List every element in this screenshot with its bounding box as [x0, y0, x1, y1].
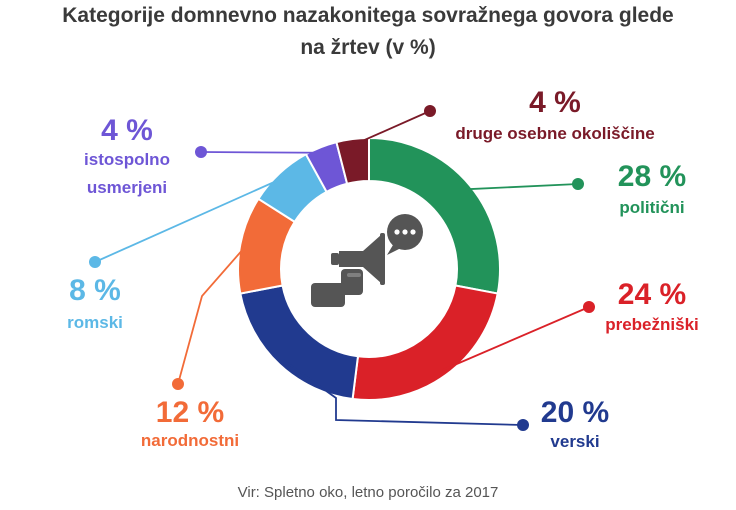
category-label-prebezniski: prebežniški [605, 315, 699, 334]
bubble-dot [402, 229, 408, 235]
category-label-romski: romski [67, 313, 123, 332]
data-label-romski: 8 % [69, 274, 121, 307]
donut-slices [237, 136, 501, 401]
leader-dot-druge [424, 105, 436, 117]
category-label-narodnostni: narodnostni [141, 431, 239, 450]
data-label-narodnostni: 12 % [156, 396, 224, 429]
leader-line-prebezniski [442, 306, 590, 371]
leader-line-politicni [465, 183, 579, 191]
chart-title-line-1: Kategorije domnevno nazakonitega sovražn… [62, 4, 674, 27]
megaphone-mouthpiece [331, 253, 339, 265]
leader-dot-verski [517, 419, 529, 431]
slice-druge [335, 136, 370, 185]
leader-dot-narodnostni [172, 378, 184, 390]
leader-line-druge [352, 110, 431, 146]
slice-labels: 28 % politični 24 % prebežniški 20 % verski 12… [67, 86, 699, 451]
leader-line-romski [94, 177, 284, 263]
leader-line-verski [282, 359, 524, 426]
category-label-istospolno_usmerjeni: istospolno [84, 150, 170, 169]
leader-line-istospolno_usmerjeni [200, 151, 323, 154]
data-label-istospolno_usmerjeni: 4 % [101, 114, 153, 147]
category-label-istospolno_usmerjeni: usmerjeni [87, 178, 167, 197]
chart-title-line-2: na žrtev (v %) [300, 36, 436, 59]
data-label-prebezniski: 24 % [618, 278, 686, 311]
data-label-druge: 4 % [529, 86, 581, 119]
bubble-dot [394, 229, 400, 235]
megaphone-icon [311, 214, 423, 307]
source-note: Vir: Spletno oko, letno poročilo za 2017 [237, 484, 499, 501]
megaphone-horn [339, 235, 381, 283]
leader-dot-prebezniski [583, 301, 595, 313]
bubble-dot [410, 229, 416, 235]
leader-dot-romski [89, 256, 101, 268]
slice-politicni [368, 136, 501, 295]
leader-dot-istospolno_usmerjeni [195, 146, 207, 158]
data-label-politicni: 28 % [618, 160, 686, 193]
leader-line-narodnostni [177, 244, 247, 385]
data-label-verski: 20 % [541, 396, 609, 429]
slice-prebezniski [351, 284, 499, 401]
hand-grip [341, 269, 363, 295]
hand-knuckle [347, 273, 361, 277]
hand-sleeve [311, 283, 345, 307]
category-label-politicni: politični [619, 198, 684, 217]
leader-dot-politicni [572, 178, 584, 190]
speech-bubble-tail [387, 245, 401, 255]
category-label-verski: verski [550, 432, 599, 451]
category-label-druge: druge osebne okoliščine [455, 124, 654, 143]
megaphone-rim [380, 233, 385, 285]
leader-lines [89, 105, 595, 431]
